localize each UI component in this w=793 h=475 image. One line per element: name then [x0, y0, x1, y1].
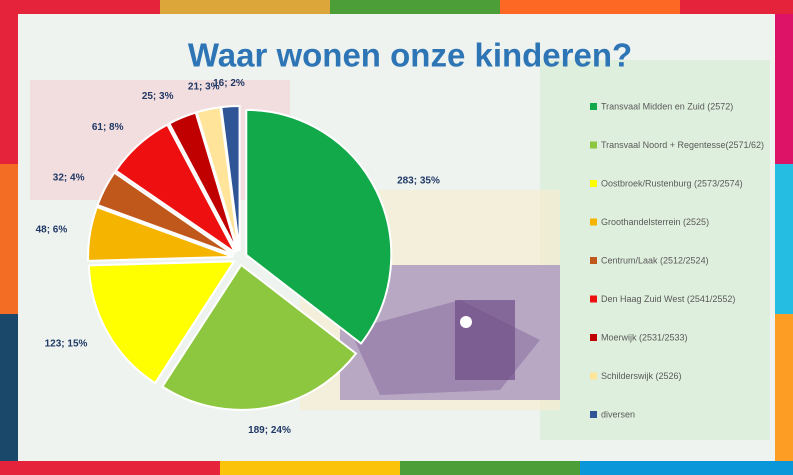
data-label: 123; 15%	[45, 338, 88, 349]
legend-label: Transvaal Noord + Regentesse(2571/62)	[601, 140, 764, 150]
legend-label: Moerwijk (2531/2533)	[601, 332, 688, 342]
legend-label: Oostbroek/Rustenburg (2573/2574)	[601, 178, 743, 188]
legend-label: Transvaal Midden en Zuid (2572)	[601, 101, 733, 111]
legend-label: Groothandelsterrein (2525)	[601, 217, 709, 227]
data-label: 32; 4%	[53, 172, 85, 183]
legend-swatch	[590, 103, 597, 110]
pie-slice	[195, 106, 240, 252]
data-label: 16; 2%	[213, 78, 245, 89]
legend-swatch	[590, 257, 597, 264]
legend-swatch	[590, 295, 597, 303]
pie-slice	[160, 263, 358, 411]
data-label: 21; 3%	[188, 81, 220, 92]
legend-swatch	[590, 372, 597, 380]
pie-slice	[114, 123, 237, 254]
pie-slice	[245, 108, 393, 345]
legend-swatch	[590, 141, 597, 149]
pie-slice	[87, 260, 236, 385]
data-label: 189; 24%	[248, 425, 291, 436]
data-label: 61; 8%	[92, 122, 124, 133]
pie-slice	[167, 111, 239, 252]
legend-label: Schilderswijk (2526)	[601, 371, 682, 381]
legend-swatch	[590, 411, 597, 418]
legend-label: Den Haag Zuid West (2541/2552)	[601, 294, 735, 304]
pie-slice	[96, 171, 235, 256]
data-label: 25; 3%	[142, 91, 174, 102]
legend-label: diversen	[601, 409, 635, 419]
legend-label: Centrum/Laak (2512/2524)	[601, 255, 709, 265]
data-label: 283; 35%	[397, 175, 440, 186]
data-label: 48; 6%	[36, 225, 68, 236]
legend-swatch	[590, 334, 597, 341]
pie-slice	[87, 205, 234, 262]
legend-swatch	[590, 218, 597, 226]
legend-swatch	[590, 180, 597, 187]
pie-slice	[220, 105, 241, 252]
chart-title: Waar wonen onze kinderen?	[188, 37, 632, 74]
